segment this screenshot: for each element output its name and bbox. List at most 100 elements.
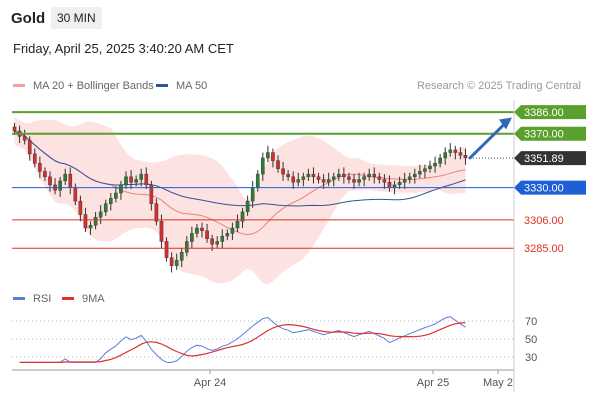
level-label: 3370.00: [524, 129, 564, 141]
rsi-ma-line: [19, 322, 466, 363]
candle-body: [423, 168, 427, 172]
candle-body: [331, 176, 336, 180]
symbol-title: Gold: [11, 10, 46, 27]
legend-rsi-swatch: [13, 296, 25, 300]
bollinger-band: [14, 117, 466, 285]
rsi-level-label: 50: [525, 334, 537, 346]
level-label: 3330.00: [524, 183, 564, 195]
x-tick-label: May 2: [483, 377, 513, 389]
candle-body: [296, 179, 301, 183]
datetime-label: Friday, April 25, 2025 3:40:20 AM CET: [13, 41, 234, 56]
candle-body: [179, 252, 184, 261]
candle-body: [382, 179, 387, 183]
candle-body: [326, 179, 331, 183]
timeframe-badge[interactable]: 30 MIN: [51, 7, 102, 29]
candle-body: [418, 171, 422, 175]
legend-rsi: RSI: [13, 293, 51, 305]
candle-body: [286, 173, 290, 178]
candle-body: [63, 173, 67, 182]
candle-body: [205, 230, 209, 239]
candle-body: [98, 211, 103, 218]
candle-body: [342, 173, 346, 178]
candle-body: [134, 179, 138, 183]
candle-body: [78, 200, 83, 215]
candle-body: [458, 152, 463, 156]
level-label-box: [514, 105, 586, 120]
candle-body: [413, 173, 417, 178]
candle-body: [12, 126, 17, 132]
candle-body: [149, 184, 154, 204]
level-label: 3386.00: [524, 107, 564, 119]
candle-body: [27, 140, 32, 155]
candle-body: [281, 168, 285, 175]
candle-body: [235, 221, 240, 229]
candle-body: [230, 227, 235, 234]
candle-body: [119, 184, 123, 194]
x-tick-label: Apr 24: [194, 377, 226, 389]
candle-body: [114, 192, 118, 199]
candle-body: [154, 203, 159, 222]
candle-body: [428, 165, 432, 169]
candle-body: [43, 171, 47, 178]
candle-body: [291, 176, 296, 183]
candle-body: [250, 187, 255, 202]
candle-body: [129, 176, 133, 183]
candle-body: [195, 227, 199, 234]
candle-body: [347, 176, 351, 180]
candle-body: [83, 214, 88, 229]
legend-bollinger-label: MA 20 + Bollinger Bands: [33, 80, 154, 92]
candle-body: [164, 241, 169, 258]
candle-body: [184, 241, 189, 253]
candle-body: [306, 173, 311, 178]
candle-body: [108, 198, 113, 204]
candle-body: [352, 179, 356, 183]
candle-body: [448, 149, 453, 153]
legend-bollinger: MA 20 + Bollinger Bands: [13, 80, 154, 92]
top-bar: Gold 30 MIN: [0, 0, 590, 36]
candle-body: [58, 180, 62, 191]
legend-ma50-swatch: [156, 83, 168, 87]
candle-body: [377, 176, 382, 180]
candle-body: [402, 179, 407, 183]
legend-ma50-label: MA 50: [176, 80, 208, 92]
candle-body: [240, 211, 245, 222]
candle-body: [311, 173, 316, 178]
candle-body: [48, 176, 52, 186]
legend-9ma: 9MA: [62, 293, 105, 305]
candle-body: [73, 187, 78, 202]
candle-body: [362, 176, 366, 180]
candle-body: [190, 233, 194, 242]
candle-body: [124, 176, 128, 186]
candle-body: [38, 163, 42, 172]
rsi-level-label: 30: [525, 352, 537, 364]
candle-body: [433, 163, 437, 167]
candle-body: [301, 176, 306, 180]
candle-body: [261, 157, 265, 175]
candle-body: [321, 179, 326, 183]
rsi-line: [19, 316, 466, 363]
candle-body: [174, 260, 179, 266]
x-tick-label: Apr 25: [417, 377, 449, 389]
legend-rsi-label: RSI: [33, 293, 52, 305]
candle-body: [316, 176, 321, 180]
candle-body: [144, 173, 149, 186]
candle-body: [367, 173, 372, 178]
candle-body: [407, 176, 412, 180]
candle-body: [276, 160, 280, 169]
candle-body: [337, 173, 341, 178]
legend-ma50: MA 50: [156, 80, 207, 92]
candle-body: [387, 181, 392, 188]
candle-body: [33, 153, 37, 164]
rsi-level-label: 70: [525, 316, 537, 328]
projection-arrow-head: [499, 117, 512, 130]
candle-body: [169, 257, 174, 266]
candle-body: [255, 173, 260, 188]
candle-body: [266, 152, 270, 159]
candle-body: [271, 152, 275, 161]
candle-body: [225, 233, 230, 237]
candle-body: [245, 200, 250, 213]
candle-body: [453, 149, 458, 153]
candle-body: [139, 173, 144, 180]
level-label: 3306.00: [524, 215, 564, 227]
